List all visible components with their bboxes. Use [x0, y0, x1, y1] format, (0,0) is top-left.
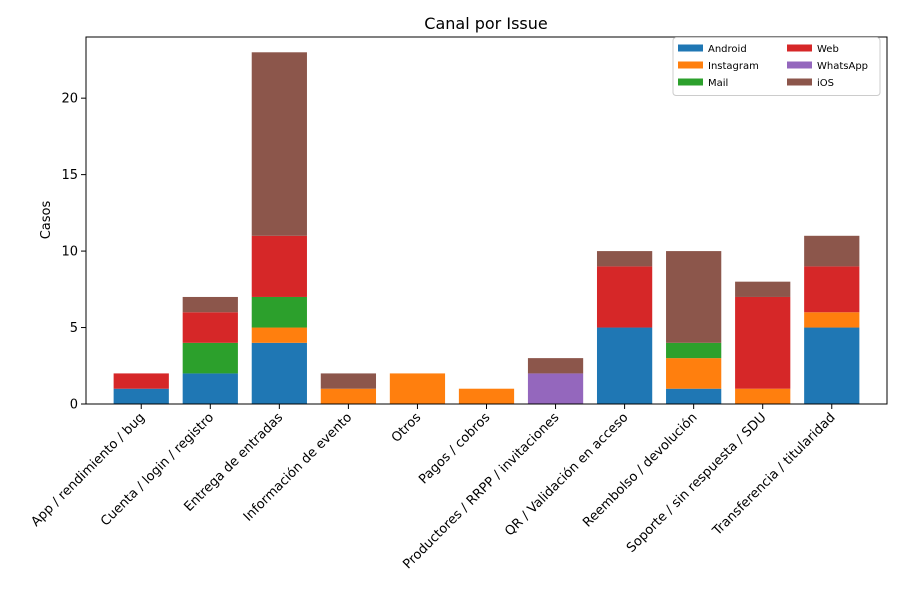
bar-android-0 — [113, 388, 169, 404]
bar-web-7 — [596, 266, 653, 328]
x-tick-label: Productores / RRPP / invitaciones — [400, 410, 562, 572]
legend-label-whatsapp: WhatsApp — [817, 61, 868, 72]
plot-frame — [85, 36, 888, 405]
bar-mail-8 — [666, 342, 722, 359]
bar-instagram-2 — [251, 327, 307, 343]
bar-mail-1 — [182, 342, 238, 374]
bar-instagram-8 — [666, 358, 722, 389]
legend-swatch-android — [678, 44, 703, 52]
legend-swatch-mail — [678, 78, 703, 86]
legend-label-mail: Mail — [708, 78, 728, 89]
bars-layer — [113, 52, 860, 404]
legend-box — [672, 37, 881, 96]
x-tick-label: Otros — [389, 410, 425, 446]
legend-swatch-web — [787, 44, 812, 52]
legend-label-android: Android — [708, 44, 747, 55]
y-axis: 0 5 10 15 20 — [61, 92, 86, 413]
legend-label-ios: iOS — [817, 78, 834, 89]
bar-ios-9 — [735, 281, 791, 297]
x-tick-label: Transferencia / titularidad — [709, 410, 838, 539]
y-tick-label: 10 — [61, 245, 78, 260]
legend-label-instagram: Instagram — [708, 61, 759, 72]
bar-ios-10 — [804, 235, 860, 267]
y-tick-label: 20 — [61, 92, 78, 107]
y-tick-label: 15 — [61, 168, 78, 183]
y-axis-title: Casos — [39, 201, 54, 240]
bar-ios-7 — [596, 251, 653, 267]
bar-web-2 — [251, 235, 307, 297]
bar-instagram-10 — [804, 312, 860, 328]
bar-android-7 — [596, 327, 653, 404]
x-tick-label: App / rendimiento / bug — [28, 410, 148, 530]
bar-android-1 — [182, 373, 238, 404]
bar-android-8 — [666, 388, 722, 404]
x-tick-label: Reembolso / devolución — [580, 410, 700, 530]
bar-android-2 — [251, 342, 307, 404]
x-tick-label: QR / Validación en acceso — [502, 410, 631, 539]
x-tick-label: Soporte / sin respuesta / SDU — [624, 410, 770, 556]
bar-mail-2 — [251, 296, 307, 328]
y-tick-label: 5 — [70, 321, 78, 336]
x-tick-label: Cuenta / login / registro — [98, 410, 217, 529]
bar-instagram-3 — [320, 388, 377, 404]
bar-ios-1 — [182, 296, 238, 313]
bar-whatsapp-6 — [527, 373, 584, 404]
bar-ios-8 — [666, 251, 722, 343]
bar-ios-3 — [320, 373, 377, 389]
bar-web-1 — [182, 312, 238, 343]
bar-android-10 — [804, 327, 860, 404]
bar-web-0 — [113, 373, 169, 389]
bar-ios-6 — [527, 358, 584, 374]
bar-web-10 — [804, 266, 860, 313]
bar-instagram-4 — [389, 373, 446, 404]
legend-swatch-ios — [787, 78, 812, 86]
bar-ios-2 — [251, 52, 307, 236]
y-tick-label: 0 — [70, 398, 78, 413]
legend-swatch-instagram — [678, 61, 703, 69]
x-tick-label: Pagos / cobros — [416, 410, 493, 487]
legend-swatch-whatsapp — [787, 61, 812, 69]
bar-instagram-5 — [458, 388, 515, 404]
legend: Android Instagram Mail Web WhatsApp iOS — [672, 37, 881, 96]
legend-label-web: Web — [817, 44, 839, 55]
chart-title: Canal por Issue — [424, 14, 547, 33]
bar-web-9 — [735, 296, 791, 389]
bar-instagram-9 — [735, 388, 791, 404]
